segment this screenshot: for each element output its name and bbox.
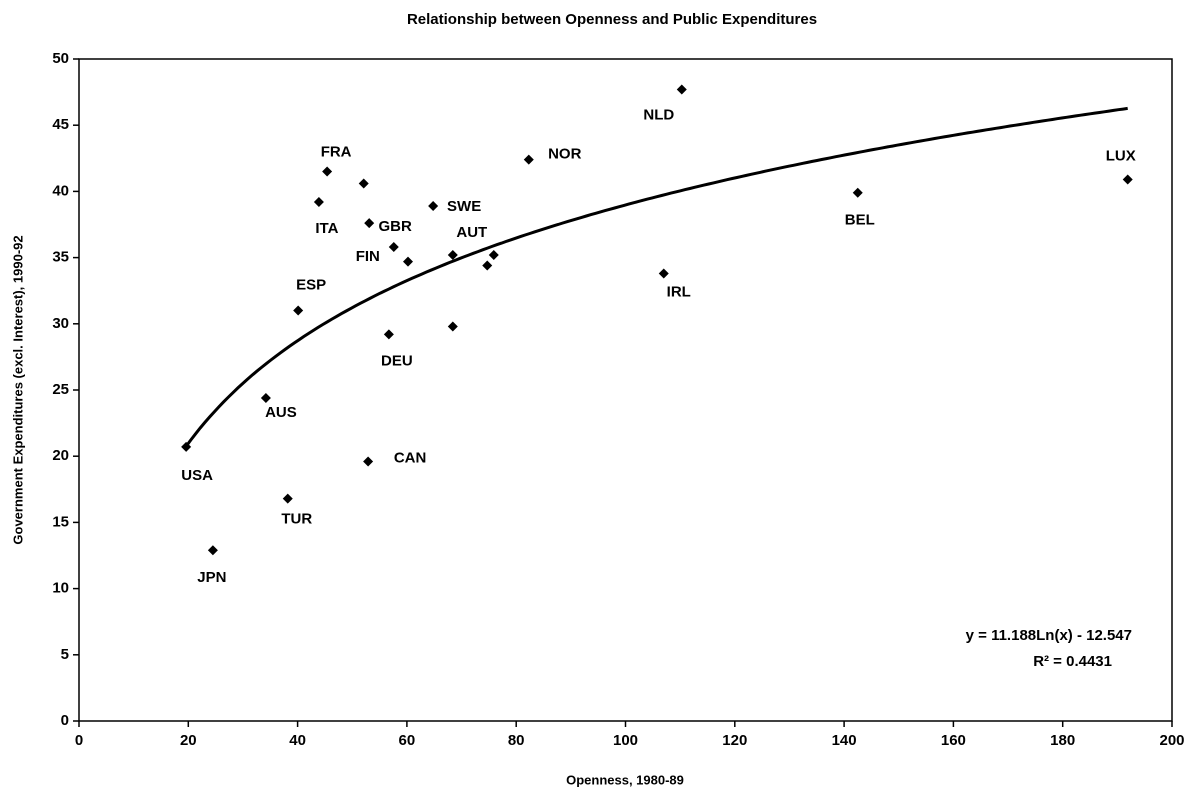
chart-title: Relationship between Openness and Public… (407, 11, 817, 28)
point-label: LUX (1106, 147, 1136, 164)
point-label: AUT (456, 224, 487, 241)
point-label: TUR (281, 511, 312, 528)
y-tick-label: 5 (61, 646, 69, 663)
point (293, 305, 304, 316)
x-tick-label: 20 (180, 732, 197, 749)
point-label: NLD (643, 106, 674, 123)
point (447, 249, 458, 260)
y-axis-label: Government Expenditures (excl. Interest)… (10, 235, 25, 544)
point-label: IRL (667, 283, 691, 300)
x-tick-label: 140 (832, 732, 857, 749)
y-tick-label: 45 (52, 116, 69, 133)
x-tick-label: 120 (722, 732, 747, 749)
x-tick-label: 80 (508, 732, 525, 749)
point-label: FIN (356, 248, 380, 265)
x-tick-label: 180 (1050, 732, 1075, 749)
point-label: NOR (548, 146, 582, 163)
point (313, 196, 324, 207)
point (447, 321, 458, 332)
trend-equation: y = 11.188Ln(x) - 12.547 (966, 627, 1132, 644)
plot-frame (78, 58, 1173, 722)
point (1122, 174, 1133, 185)
point (364, 218, 375, 229)
point-label: CAN (394, 449, 427, 466)
point (322, 166, 333, 177)
point-label: SWE (447, 198, 481, 215)
y-tick-label: 10 (52, 580, 69, 597)
point (658, 268, 669, 279)
x-tick-label: 40 (289, 732, 306, 749)
y-tick-label: 25 (52, 381, 69, 398)
point (260, 392, 271, 403)
point (676, 84, 687, 95)
point (523, 154, 534, 165)
point (388, 242, 399, 253)
point (428, 200, 439, 211)
point (282, 493, 293, 504)
x-tick-label: 60 (399, 732, 416, 749)
y-tick-label: 35 (52, 249, 69, 266)
point-label: JPN (197, 569, 226, 586)
x-tick-label: 0 (75, 732, 83, 749)
point-label: USA (181, 467, 213, 484)
trend-r2: R² = 0.4431 (1033, 653, 1112, 670)
x-axis-label: Openness, 1980-89 (566, 772, 684, 787)
x-tick-label: 200 (1159, 732, 1184, 749)
trendline (184, 106, 1128, 448)
point (482, 260, 493, 271)
y-tick-label: 30 (52, 315, 69, 332)
y-tick-label: 40 (52, 182, 69, 199)
point (488, 249, 499, 260)
point (358, 178, 369, 189)
point (852, 187, 863, 198)
y-tick-label: 50 (52, 50, 69, 67)
y-tick-label: 15 (52, 513, 69, 530)
point-label: ESP (296, 277, 326, 294)
x-tick-label: 160 (941, 732, 966, 749)
point-label: FRA (321, 144, 352, 161)
point-label: BEL (845, 212, 875, 229)
point (207, 545, 218, 556)
point (363, 456, 374, 467)
y-tick-label: 20 (52, 447, 69, 464)
point-label: ITA (315, 220, 338, 237)
y-tick-label: 0 (61, 712, 69, 729)
point (181, 441, 192, 452)
point (383, 329, 394, 340)
point-label: GBR (379, 218, 413, 235)
point-label: AUS (265, 404, 297, 421)
point-label: DEU (381, 352, 413, 369)
x-tick-label: 100 (613, 732, 638, 749)
point (402, 256, 413, 267)
